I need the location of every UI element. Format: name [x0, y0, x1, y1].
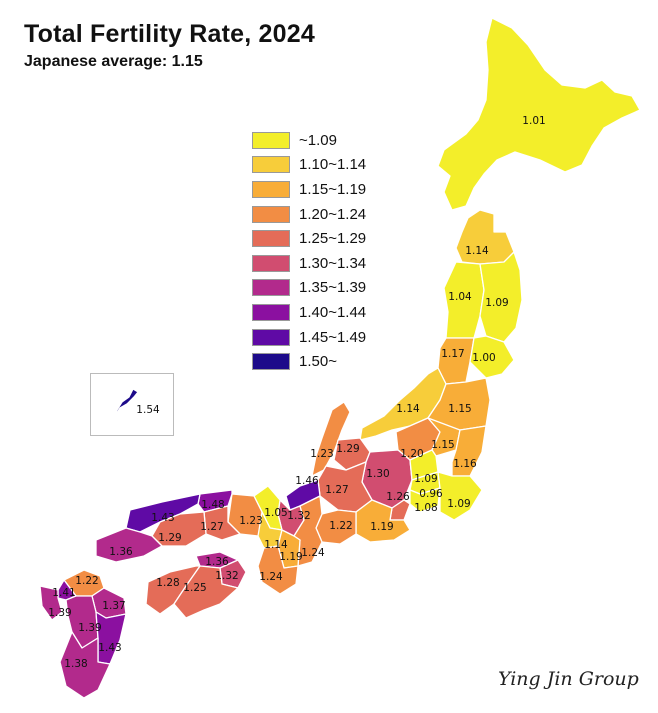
- legend-item: 1.40~1.44: [252, 300, 366, 325]
- value-label-saga: 1.41: [52, 587, 75, 599]
- value-label-chiba: 1.09: [447, 498, 470, 510]
- legend-swatch: [252, 180, 290, 198]
- value-label-fukushima: 1.15: [448, 403, 471, 415]
- value-label-saitama: 1.09: [414, 473, 437, 485]
- pref-ibaraki[interactable]: [451, 425, 487, 477]
- okinawa-inset-frame: [90, 373, 174, 436]
- value-label-shizuoka: 1.19: [370, 521, 393, 533]
- legend-item: 1.35~1.39: [252, 276, 366, 301]
- value-label-oita: 1.37: [102, 600, 125, 612]
- legend-item: 1.50~: [252, 349, 366, 374]
- pref-nagasaki[interactable]: [39, 585, 63, 621]
- value-label-nara: 1.19: [279, 551, 302, 563]
- value-label-kumamoto: 1.39: [78, 622, 101, 634]
- pref-kagoshima[interactable]: [59, 631, 111, 699]
- legend-item: 1.10~1.14: [252, 153, 366, 178]
- legend-item: ~1.09: [252, 128, 366, 153]
- value-label-hiroshima: 1.29: [158, 532, 181, 544]
- value-label-ishikawa: 1.23: [310, 448, 333, 460]
- pref-aomori[interactable]: [455, 209, 515, 265]
- value-label-okayama: 1.27: [200, 521, 223, 533]
- value-label-fukuoka: 1.22: [75, 575, 98, 587]
- value-label-kagawa: 1.36: [205, 556, 229, 568]
- legend-label: 1.30~1.34: [299, 254, 367, 272]
- value-label-aomori: 1.14: [465, 245, 489, 257]
- value-label-wakayama: 1.24: [259, 571, 283, 583]
- legend-label: 1.25~1.29: [299, 230, 367, 248]
- value-label-nagano: 1.30: [366, 468, 389, 480]
- legend-label: 1.35~1.39: [299, 279, 367, 297]
- legend-item: 1.20~1.24: [252, 202, 366, 227]
- pref-ishikawa[interactable]: [311, 401, 351, 477]
- legend-label: 1.40~1.44: [299, 303, 367, 321]
- legend-item: 1.15~1.19: [252, 177, 366, 202]
- watermark: Ying Jin Group: [498, 668, 639, 690]
- value-label-fukui: 1.46: [295, 475, 319, 487]
- value-label-miyagi: 1.00: [472, 352, 495, 364]
- value-label-toyama: 1.29: [336, 443, 359, 455]
- value-label-tokyo: 0.96: [419, 488, 443, 500]
- value-label-kanagawa: 1.08: [414, 502, 437, 514]
- pref-iwate[interactable]: [479, 251, 523, 343]
- legend-label: 1.15~1.19: [299, 180, 367, 198]
- value-label-kochi: 1.25: [183, 582, 206, 594]
- value-label-gunma: 1.20: [400, 448, 423, 460]
- value-label-tokushima: 1.32: [215, 570, 238, 582]
- map-title: Total Fertility Rate, 2024: [24, 20, 315, 48]
- pref-chiba[interactable]: [437, 471, 483, 521]
- legend-swatch: [252, 156, 290, 174]
- legend-label: 1.20~1.24: [299, 205, 367, 223]
- legend-item: 1.45~1.49: [252, 325, 366, 350]
- value-label-akita: 1.04: [448, 291, 472, 303]
- pref-hokkaido[interactable]: [437, 17, 641, 211]
- legend-label: 1.10~1.14: [299, 156, 367, 174]
- value-label-hokkaido: 1.01: [522, 115, 545, 127]
- pref-okinawa[interactable]: [113, 388, 139, 419]
- pref-mie[interactable]: [293, 495, 323, 567]
- legend: ~1.09 1.10~1.14 1.15~1.19 1.20~1.24 1.25…: [252, 128, 366, 374]
- value-label-yamagata: 1.17: [441, 348, 464, 360]
- legend-swatch: [252, 328, 290, 346]
- value-label-shiga: 1.32: [287, 510, 310, 522]
- value-label-yamanashi: 1.26: [386, 491, 410, 503]
- legend-label: 1.50~: [299, 353, 337, 371]
- pref-shizuoka[interactable]: [355, 499, 411, 543]
- pref-yamaguchi[interactable]: [95, 527, 163, 563]
- map-subtitle: Japanese average: 1.15: [24, 53, 203, 70]
- legend-swatch: [252, 279, 290, 297]
- value-label-miyazaki: 1.43: [98, 642, 121, 654]
- value-label-gifu: 1.27: [325, 484, 348, 496]
- value-label-okinawa: 1.54: [136, 404, 160, 416]
- pref-kochi[interactable]: [173, 565, 239, 619]
- value-label-osaka: 1.14: [264, 539, 288, 551]
- value-label-tottori: 1.43: [151, 512, 174, 524]
- legend-label: ~1.09: [299, 131, 337, 149]
- legend-swatch: [252, 353, 290, 371]
- legend-swatch: [252, 254, 290, 272]
- legend-item: 1.25~1.29: [252, 226, 366, 251]
- value-label-yamaguchi: 1.36: [109, 546, 133, 558]
- legend-swatch: [252, 230, 290, 248]
- value-label-hyogo: 1.23: [239, 515, 262, 527]
- pref-miyagi[interactable]: [469, 335, 515, 379]
- value-label-mie: 1.24: [301, 547, 325, 559]
- pref-wakayama[interactable]: [257, 545, 299, 595]
- value-label-ehime: 1.28: [156, 577, 179, 589]
- value-label-nagasaki: 1.39: [48, 607, 71, 619]
- value-label-kyoto: 1.05: [264, 507, 287, 519]
- value-label-shimane: 1.48: [201, 499, 224, 511]
- legend-swatch: [252, 205, 290, 223]
- value-label-ibaraki: 1.16: [453, 458, 477, 470]
- value-label-kagoshima: 1.38: [64, 658, 87, 670]
- value-label-iwate: 1.09: [485, 297, 508, 309]
- legend-swatch: [252, 131, 290, 149]
- legend-item: 1.30~1.34: [252, 251, 366, 276]
- value-label-niigata: 1.14: [396, 403, 420, 415]
- value-label-tochigi: 1.15: [431, 439, 454, 451]
- value-label-aichi: 1.22: [329, 520, 352, 532]
- legend-label: 1.45~1.49: [299, 328, 367, 346]
- legend-swatch: [252, 303, 290, 321]
